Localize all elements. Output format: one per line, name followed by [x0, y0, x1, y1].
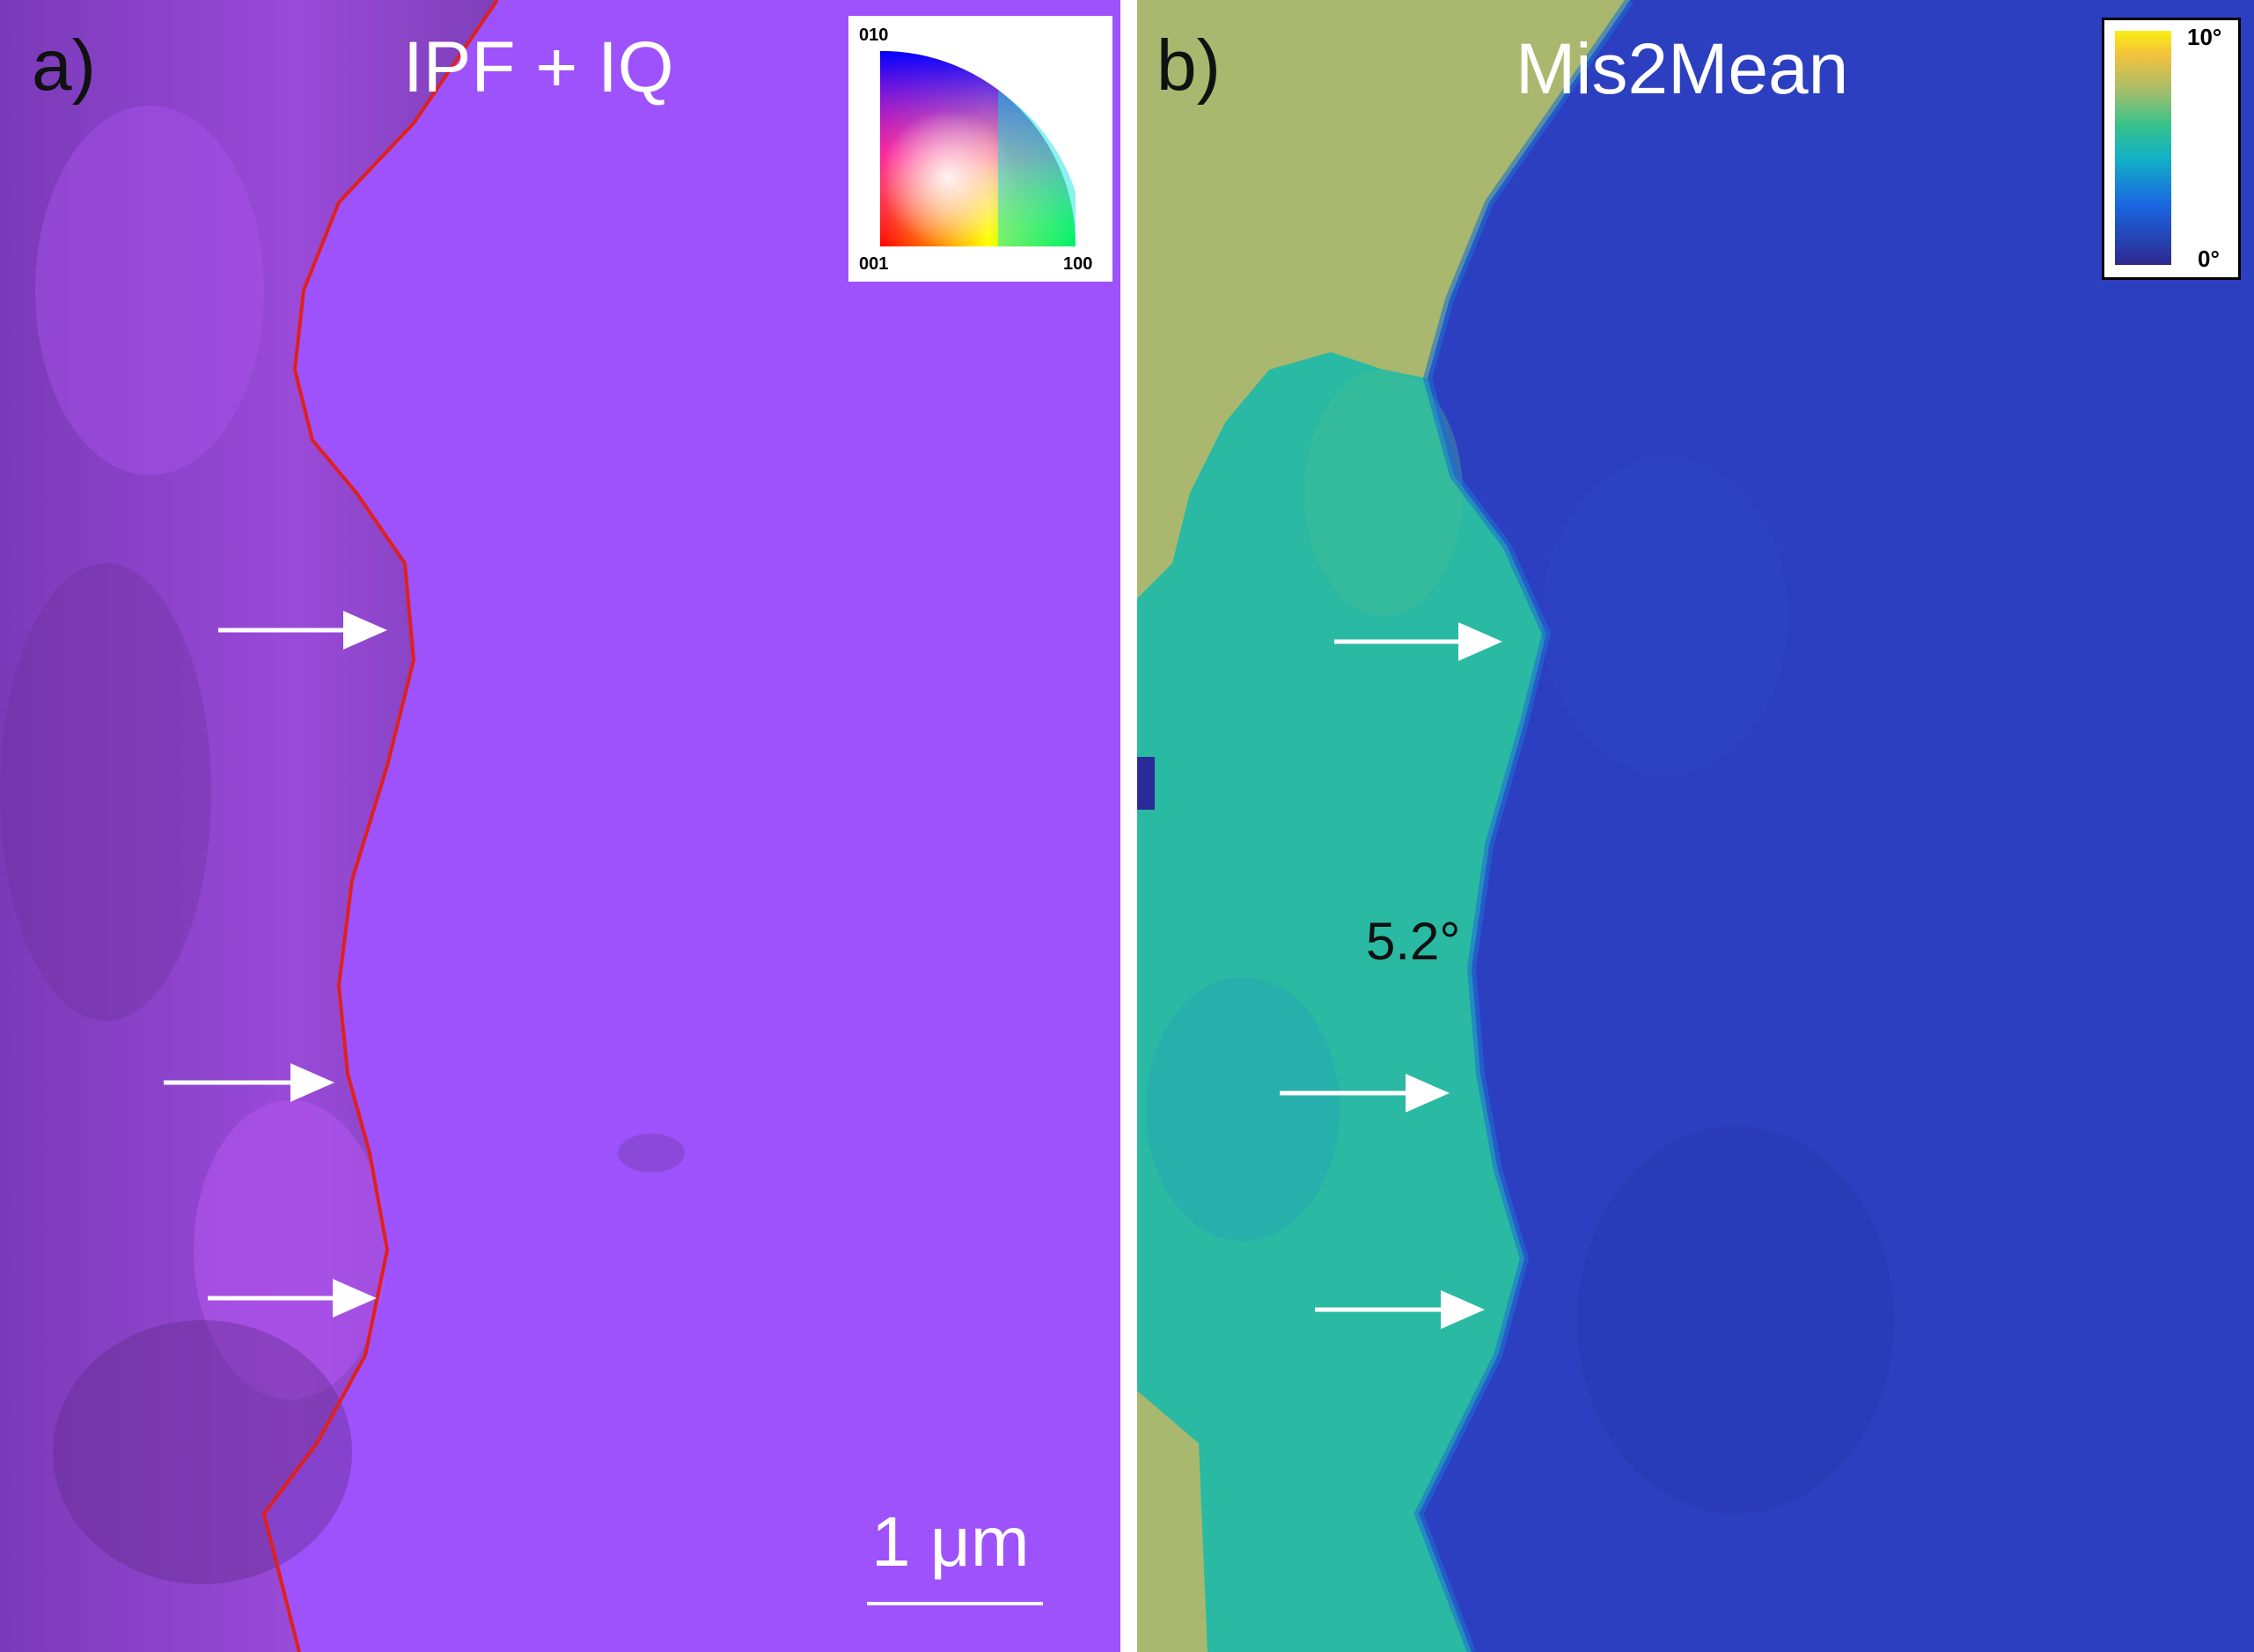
- arrow: [218, 611, 387, 650]
- texture-blob: [1137, 757, 1155, 810]
- misorientation-annotation: 5.2°: [1366, 912, 1461, 971]
- panel-a-label: a): [32, 26, 96, 106]
- mis2mean-map: [1137, 0, 2254, 1652]
- lower-region: [1137, 1391, 1208, 1652]
- ipf-color-key: 010 001 100: [848, 16, 1112, 282]
- grain-boundary: [261, 0, 499, 1652]
- scale-bar: [867, 1602, 1043, 1605]
- ipf-label-010: 010: [859, 26, 889, 45]
- panel-b-label: b): [1156, 26, 1221, 106]
- panel-a-title: IPF + IQ: [403, 27, 674, 107]
- texture-blob: [53, 1320, 352, 1584]
- colorbar-gradient: [2115, 31, 2171, 265]
- scale-bar-label: 1 μm: [871, 1502, 1030, 1581]
- ipf-label-100: 100: [1063, 254, 1093, 274]
- left-grain: [1137, 0, 1630, 1652]
- ipf-triangle-icon: [880, 50, 1076, 246]
- panel-mis2mean: b) Mis2Mean 5.2° 10° 0°: [1137, 0, 2254, 1652]
- texture-blob: [1542, 458, 1788, 775]
- texture-blob: [35, 106, 264, 475]
- panel-ipf-iq: a) IPF + IQ: [0, 0, 1120, 1652]
- texture-blob: [618, 1134, 685, 1172]
- colorbar: 10° 0°: [2102, 18, 2241, 280]
- upper-region: [1137, 0, 1630, 598]
- arrow: [1315, 1290, 1485, 1329]
- texture-blob: [194, 1100, 387, 1399]
- grain-boundary: [1413, 0, 1634, 1652]
- arrow: [1334, 622, 1502, 661]
- panel-b-title: Mis2Mean: [1516, 29, 1849, 109]
- arrow: [164, 1063, 334, 1102]
- texture-blob: [1146, 977, 1340, 1241]
- texture-blob: [1577, 1127, 1894, 1514]
- colorbar-min-label: 0°: [2198, 246, 2220, 272]
- arrow: [208, 1279, 377, 1318]
- texture-blob: [0, 563, 211, 1021]
- texture-blob: [1304, 370, 1463, 616]
- ipf-label-001: 001: [859, 254, 889, 274]
- colorbar-max-label: 10°: [2187, 24, 2222, 50]
- arrow: [1280, 1074, 1450, 1112]
